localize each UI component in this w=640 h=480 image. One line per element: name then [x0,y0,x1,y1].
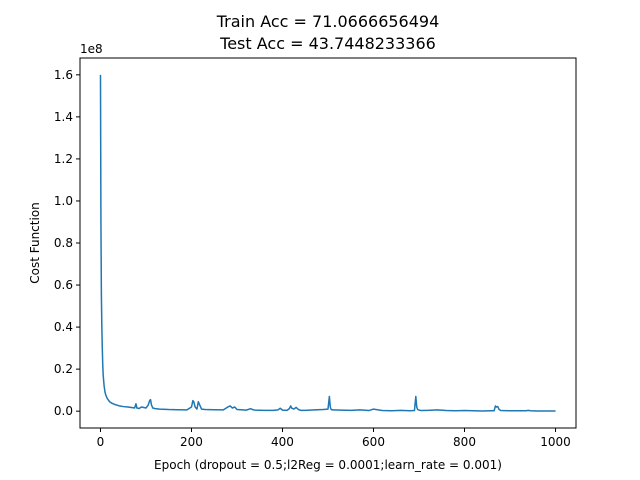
y-axis-ticks: 0.0 0.2 0.4 0.6 0.8 1.0 1.2 1.4 1.6 [54,68,80,418]
x-axis-ticks: 0 200 400 600 800 1000 [97,428,571,449]
x-tick-label: 800 [453,435,476,449]
plot-frame [79,57,577,429]
y-tick-label: 0.8 [54,236,73,250]
x-axis-label: Epoch (dropout = 0.5;l2Reg = 0.0001;lear… [154,458,502,472]
x-tick-label: 200 [180,435,203,449]
title-line-test-acc: Test Acc = 43.7448233366 [219,34,436,53]
y-tick-label: 1.0 [54,194,73,208]
x-tick-label: 0 [97,435,105,449]
y-tick-label: 1.4 [54,110,73,124]
chart-title: Train Acc = 71.0666656494 Test Acc = 43.… [216,12,440,53]
x-tick-label: 600 [362,435,385,449]
y-tick-label: 1.6 [54,68,73,82]
x-tick-label: 1000 [540,435,571,449]
x-tick-label: 400 [271,435,294,449]
y-tick-label: 0.4 [54,320,73,334]
y-tick-label: 0.2 [54,362,73,376]
y-tick-label: 0.0 [54,404,73,418]
y-axis-label: Cost Function [28,202,42,284]
title-line-train-acc: Train Acc = 71.0666656494 [216,12,440,31]
y-offset-label: 1e8 [80,42,103,56]
y-tick-label: 1.2 [54,152,73,166]
series-line-0 [99,74,556,412]
series-layer [99,74,556,412]
y-tick-label: 0.6 [54,278,73,292]
